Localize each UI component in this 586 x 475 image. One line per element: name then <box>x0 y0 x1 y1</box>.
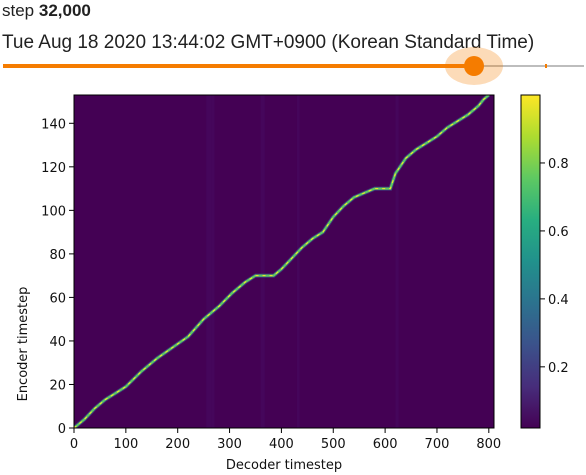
y-tick-label: 80 <box>49 248 66 263</box>
x-tick-label: 200 <box>165 437 190 452</box>
step-value: 32,000 <box>38 1 91 20</box>
noise-band <box>395 95 399 428</box>
y-tick-label: 140 <box>41 117 66 132</box>
y-tick-label: 60 <box>49 291 66 306</box>
x-tick-label: 0 <box>70 437 78 452</box>
x-tick-label: 800 <box>476 437 501 452</box>
x-tick-label: 600 <box>373 437 398 452</box>
colorbar-axis: 0.2 0.4 0.6 0.8 <box>540 157 569 376</box>
colorbar-tick-label: 0.8 <box>548 157 569 172</box>
heatmap-background <box>74 95 494 428</box>
slider-tick-mark <box>545 64 547 68</box>
noise-band <box>296 95 300 428</box>
attention-chart-svg: 0 100 200 300 400 500 600 700 800 0 20 40 60 80 100 12… <box>16 94 569 473</box>
y-tick-label: 40 <box>49 335 66 350</box>
y-tick-label: 20 <box>49 378 66 393</box>
colorbar-tick-label: 0.4 <box>548 293 569 308</box>
slider-track-rest[interactable] <box>473 65 584 67</box>
step-prefix: step <box>2 1 39 20</box>
alignment-peaks <box>74 95 490 428</box>
timestamp-label: Tue Aug 18 2020 13:44:02 GMT+0900 (Korea… <box>2 32 535 53</box>
alignment-path <box>74 95 491 428</box>
colorbar-tick-label: 0.2 <box>548 361 569 376</box>
heatmap-column-noise <box>206 95 399 428</box>
y-tick-label: 100 <box>41 204 66 219</box>
step-label: step 32,000 <box>2 0 91 22</box>
y-tick-label: 120 <box>41 161 66 176</box>
x-tick-label: 100 <box>113 437 138 452</box>
x-tick-label: 700 <box>425 437 450 452</box>
colorbar <box>520 94 541 429</box>
attention-heatmap: 0 100 200 300 400 500 600 700 800 0 20 40 60 80 100 12… <box>0 82 586 475</box>
x-tick-label: 400 <box>269 437 294 452</box>
noise-band <box>260 95 265 428</box>
slider-thumb[interactable] <box>463 56 484 76</box>
y-tick-label: 0 <box>58 422 66 437</box>
y-axis-label: Encoder timestep <box>16 287 31 402</box>
x-axis-label: Decoder timestep <box>226 458 342 473</box>
x-tick-label: 300 <box>217 437 242 452</box>
plot-frame <box>73 94 495 429</box>
slider-track-filled[interactable] <box>3 64 474 68</box>
x-axis: 0 100 200 300 400 500 600 700 800 <box>70 428 501 452</box>
x-tick-label: 500 <box>321 437 346 452</box>
colorbar-tick-label: 0.6 <box>548 225 569 240</box>
y-axis: 0 20 40 60 80 100 120 140 <box>41 117 74 437</box>
step-slider[interactable] <box>0 47 586 85</box>
noise-band <box>206 95 212 428</box>
noise-band <box>211 95 215 428</box>
